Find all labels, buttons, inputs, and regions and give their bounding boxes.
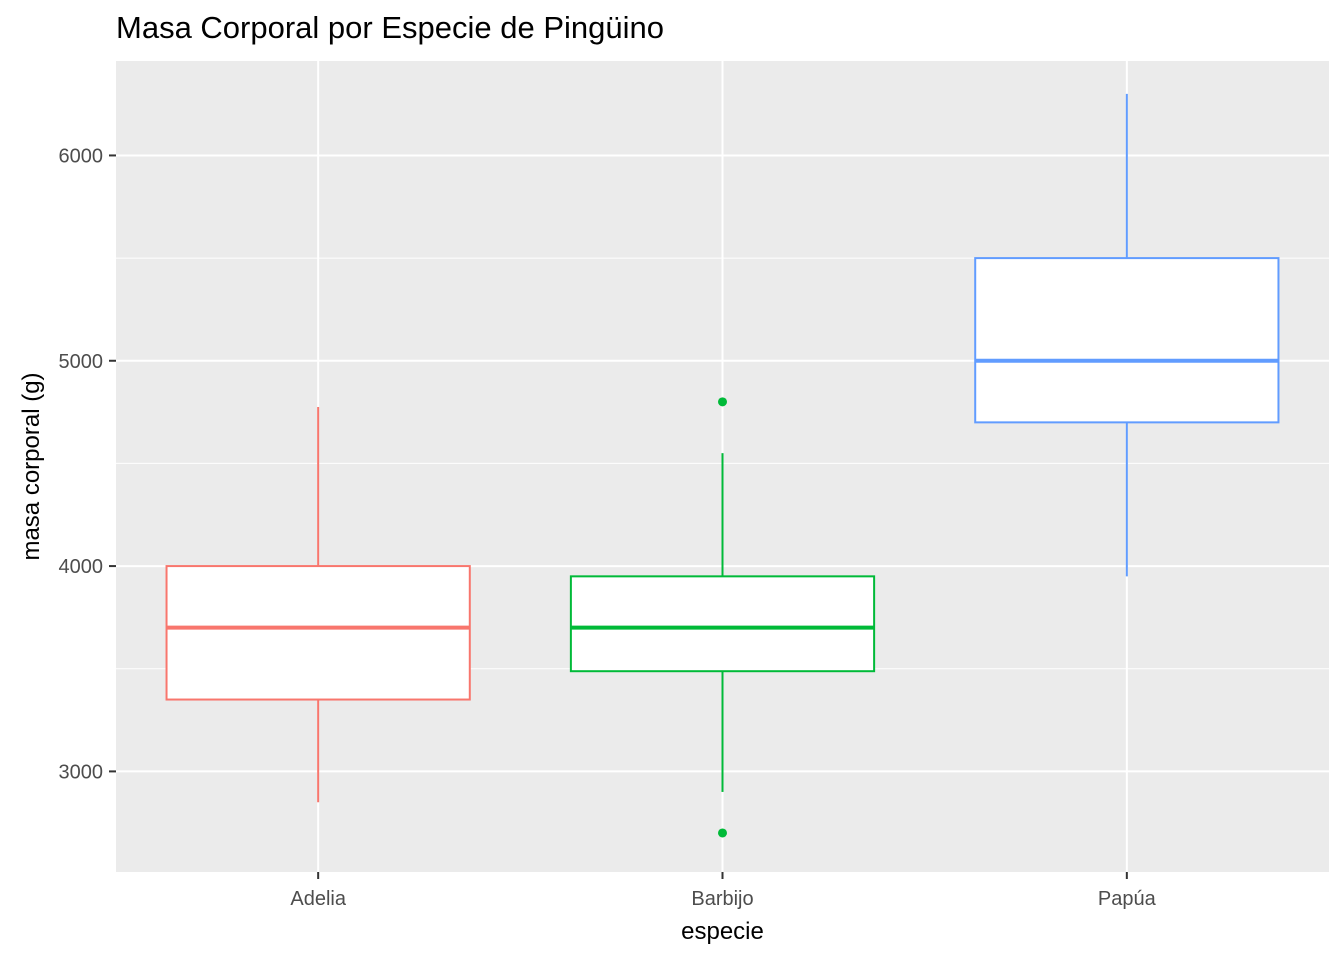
- box-iqr: [569, 575, 876, 673]
- outlier-point: [718, 828, 727, 838]
- box-iqr: [974, 257, 1280, 424]
- x-axis-title: especie: [681, 918, 764, 945]
- y-tick-label: 3000: [59, 761, 104, 783]
- box-series: [165, 93, 1280, 838]
- box-adelia: [165, 406, 471, 803]
- y-axis-title: masa corporal (g): [18, 372, 45, 560]
- y-tick-label: 4000: [59, 556, 104, 578]
- chart-title: Masa Corporal por Especie de Pingüino: [116, 10, 664, 45]
- x-axis: Adelia Barbijo Papúa: [290, 872, 1157, 910]
- box-papúa: [974, 93, 1280, 577]
- y-tick-label: 6000: [59, 145, 104, 167]
- y-axis: 3000 4000 5000 6000: [59, 145, 116, 783]
- outlier-point: [718, 397, 727, 407]
- box-barbijo: [569, 397, 876, 838]
- x-tick-label: Barbijo: [691, 888, 753, 910]
- box-iqr: [165, 565, 471, 701]
- x-tick-label: Adelia: [290, 888, 346, 910]
- x-tick-label: Papúa: [1098, 888, 1157, 910]
- y-tick-label: 5000: [59, 351, 104, 373]
